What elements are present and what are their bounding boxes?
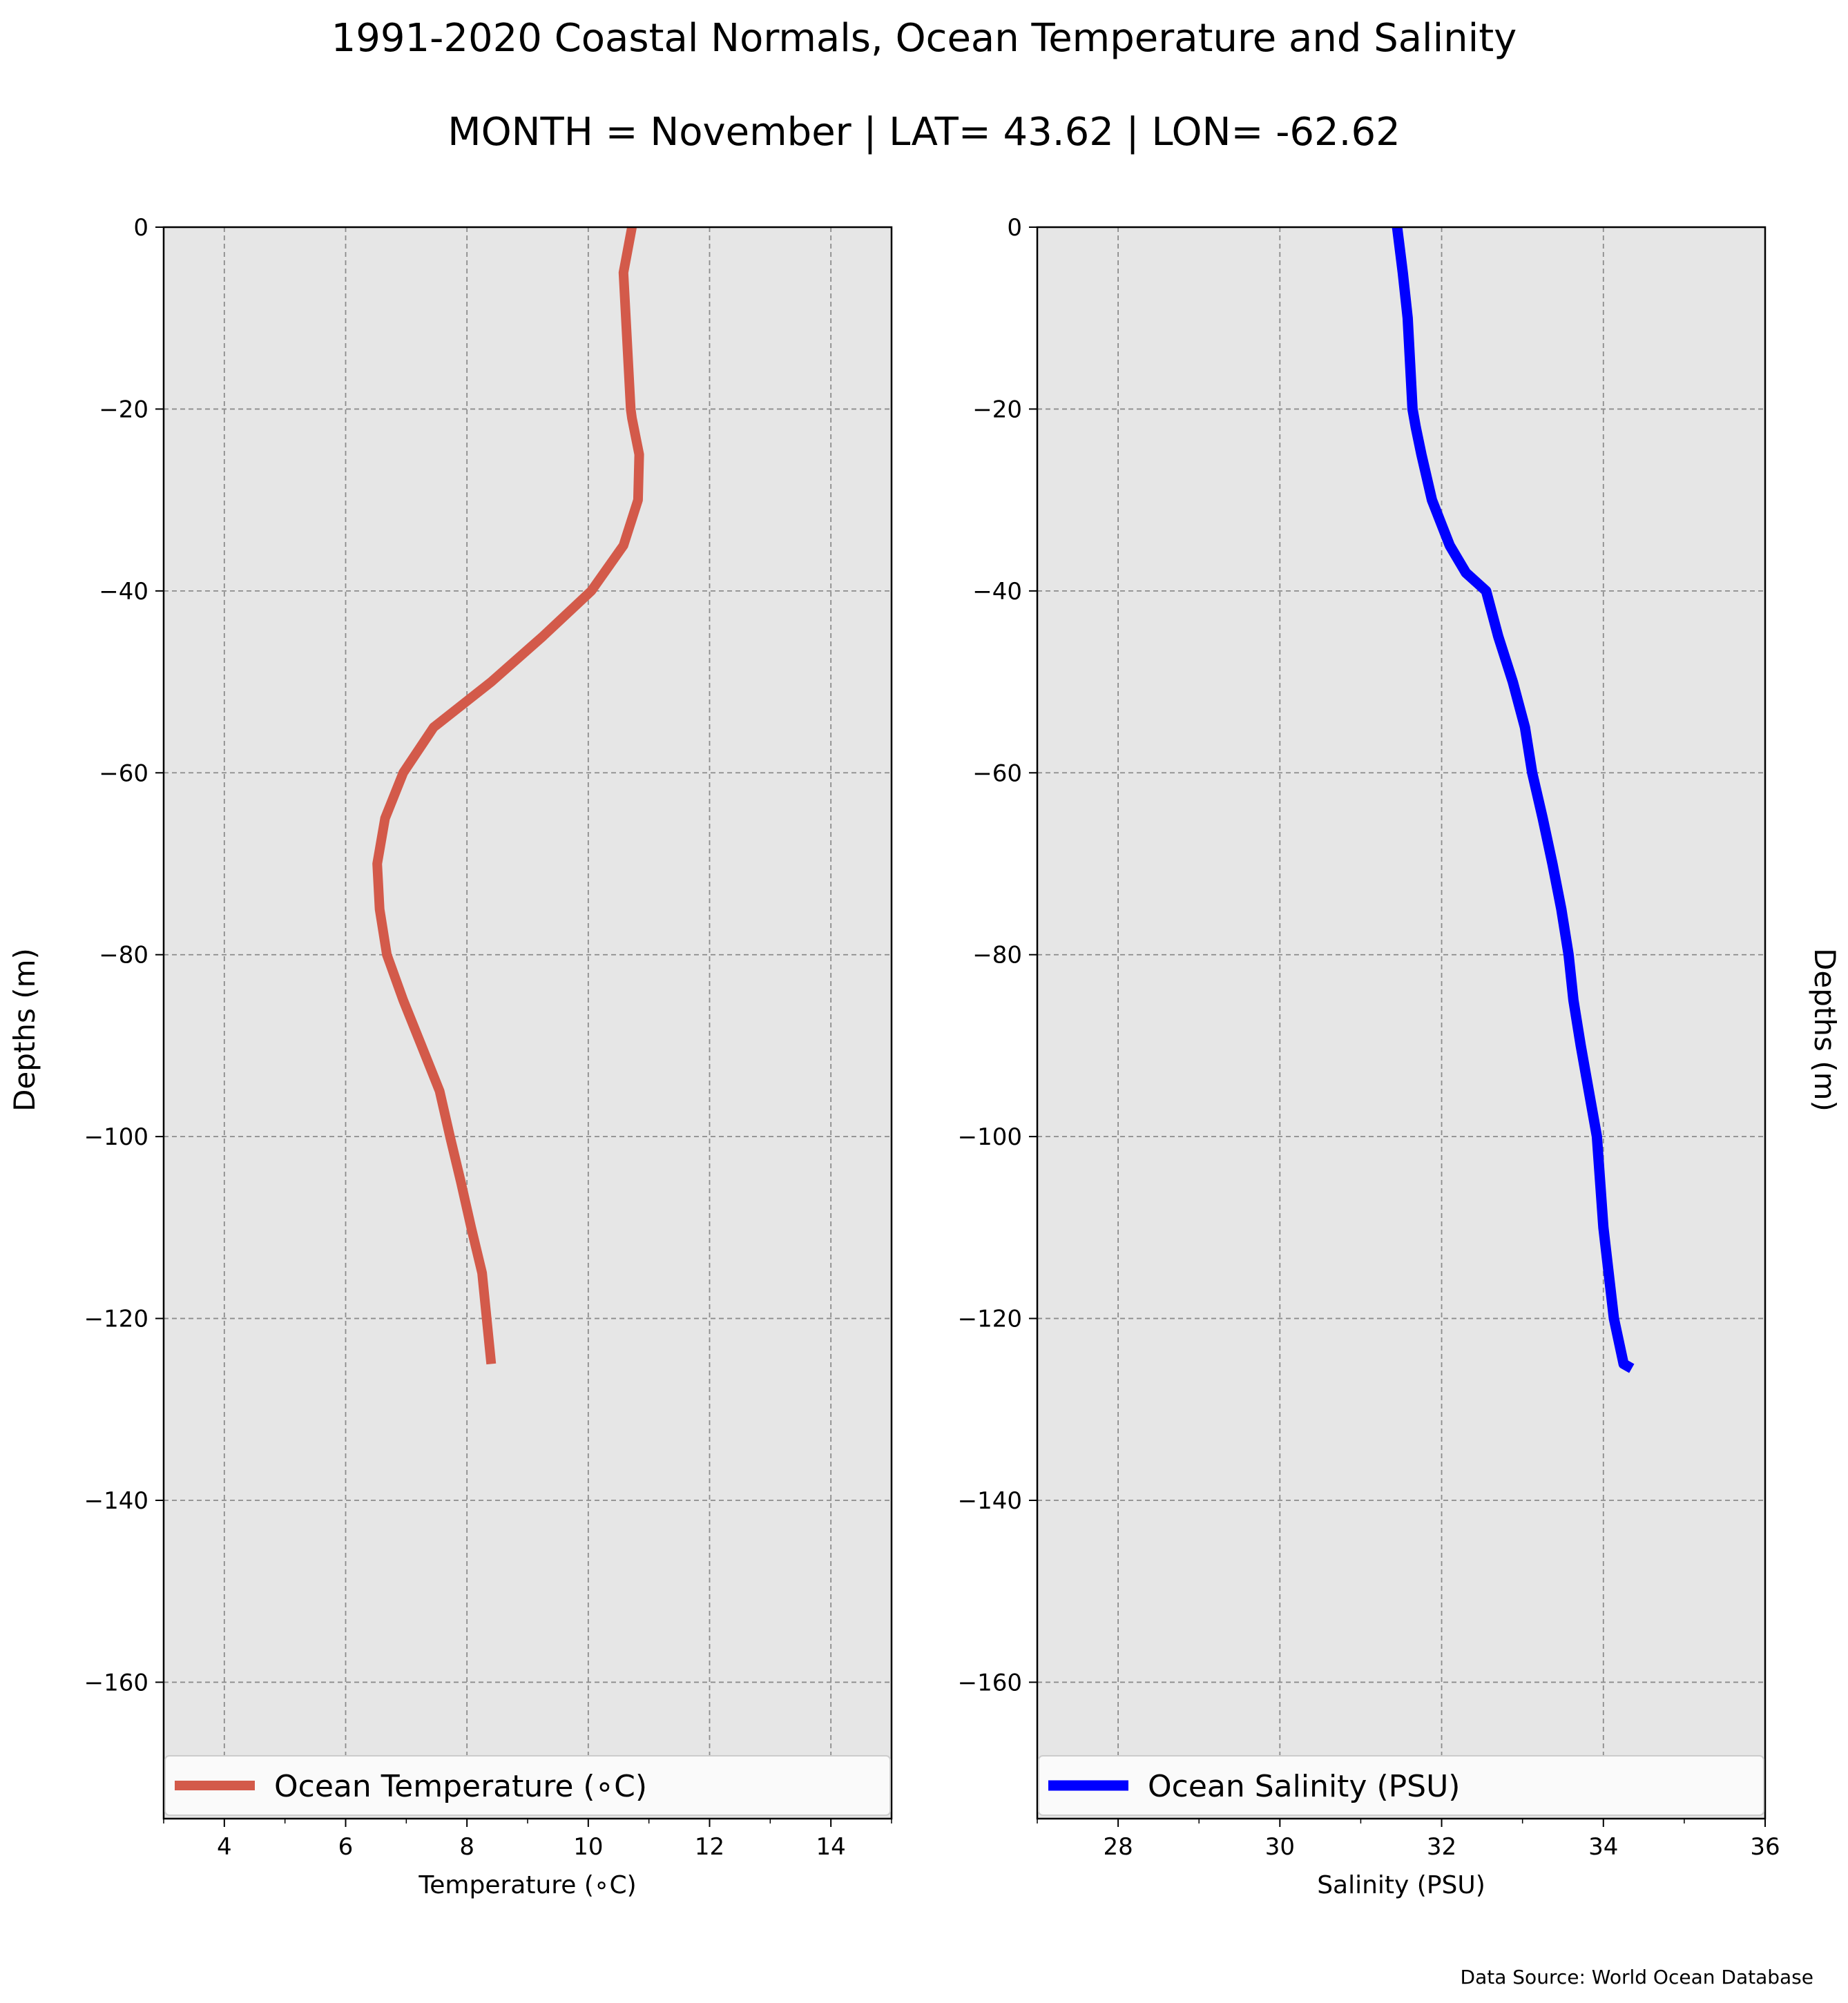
plot-background [164, 227, 892, 1819]
series-line [372, 226, 644, 1365]
x-axis-label: Salinity (PSU) [1317, 1871, 1485, 1899]
chart-subtitle: MONTH = November | LAT= 43.62 | LON= -62… [447, 110, 1401, 155]
y-tick-label: −40 [972, 578, 1022, 606]
y-axis-label: Depths (m) [8, 948, 41, 1112]
legend-box [164, 1755, 891, 1816]
x-tick-label: 36 [1750, 1833, 1780, 1861]
x-tick-label: 34 [1588, 1833, 1618, 1861]
y-tick-label: −100 [84, 1123, 148, 1151]
y-tick-label: −20 [972, 396, 1022, 423]
y-tick-label: −100 [958, 1123, 1022, 1151]
data-source-note: Data Source: World Ocean Database [1461, 1966, 1813, 1989]
x-tick-label: 32 [1427, 1833, 1456, 1861]
y-tick-label: −80 [99, 942, 148, 969]
x-tick-label: 30 [1265, 1833, 1295, 1861]
legend-label: Ocean Salinity (PSU) [1148, 1769, 1460, 1804]
legend-box [1038, 1755, 1764, 1816]
y-tick-label: −140 [958, 1487, 1022, 1515]
x-tick-label: 10 [573, 1833, 603, 1861]
chart-title: 1991-2020 Coastal Normals, Ocean Tempera… [331, 16, 1517, 61]
y-tick-label: 0 [133, 214, 148, 242]
temperature-panel: 0 −20 −40 −60 −80 −100 −120 −140 −160 4 6 8 10 12 14 Oc… [8, 214, 893, 1899]
x-tick-label: 6 [338, 1833, 354, 1861]
y-tick-label: −120 [84, 1306, 148, 1333]
y-axis-label: Depths (m) [1808, 948, 1842, 1112]
y-tick-label: −160 [84, 1669, 148, 1696]
y-tick-label: −120 [958, 1306, 1022, 1333]
y-tick-label: −140 [84, 1487, 148, 1515]
y-tick-label: 0 [1007, 214, 1022, 242]
plot-background [1037, 227, 1765, 1819]
y-tick-label: −40 [99, 578, 148, 606]
x-axis-label: Temperature (∘C) [418, 1871, 636, 1899]
salinity-panel: 0 −20 −40 −60 −80 −100 −120 −140 −160 28 30 32 34 36 O… [958, 214, 1842, 1899]
legend-label: Ocean Temperature (∘C) [274, 1769, 647, 1804]
x-tick-label: 28 [1103, 1833, 1133, 1861]
x-tick-label: 8 [459, 1833, 474, 1861]
x-tick-label: 14 [816, 1833, 846, 1861]
y-tick-label: −80 [972, 942, 1022, 969]
y-tick-label: −160 [958, 1669, 1022, 1696]
y-tick-label: −60 [972, 759, 1022, 787]
x-tick-label: 12 [695, 1833, 724, 1861]
axes-frame [1036, 226, 1767, 1820]
x-tick-label: 4 [217, 1833, 232, 1861]
series-line [1392, 226, 1635, 1373]
y-tick-label: −20 [99, 396, 148, 423]
y-tick-label: −60 [99, 759, 148, 787]
